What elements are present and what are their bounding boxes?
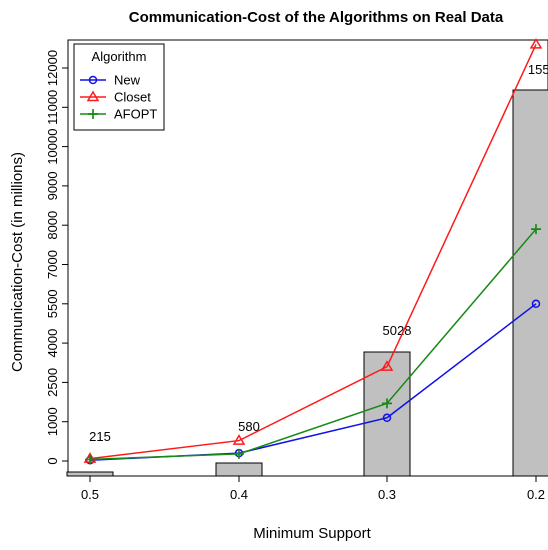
y-tick-label: 7000 bbox=[45, 250, 60, 279]
bar-value-label: 15506 bbox=[528, 62, 548, 77]
series-closet bbox=[83, 37, 543, 463]
y-tick-label: 5500 bbox=[45, 289, 60, 318]
y-tick-label: 11000 bbox=[45, 90, 60, 125]
legend-label: Closet bbox=[114, 90, 151, 105]
y-tick-label: 12000 bbox=[45, 50, 60, 86]
legend-item-new: New bbox=[80, 73, 141, 88]
y-axis-label: Communication-Cost (in millions) bbox=[9, 152, 26, 372]
data-point-closet bbox=[232, 434, 246, 445]
bar-labels-layer: 215 580 5028 15506 bbox=[89, 62, 548, 444]
data-point-afopt bbox=[85, 454, 95, 465]
x-tick-label: 0.3 bbox=[378, 487, 396, 502]
plot-frame bbox=[67, 39, 548, 477]
x-axis: 0.5 0.4 0.3 0.2 bbox=[81, 476, 545, 502]
bar bbox=[66, 471, 114, 477]
legend-item-closet: Closet bbox=[80, 90, 151, 105]
series-line-new bbox=[89, 303, 537, 461]
y-tick-label: 10000 bbox=[45, 129, 60, 165]
y-tick-label: 4000 bbox=[45, 329, 60, 358]
legend-label: New bbox=[114, 73, 141, 88]
y-tick-label: 8000 bbox=[45, 211, 60, 240]
bar bbox=[512, 89, 548, 477]
legend-label: AFOPT bbox=[114, 107, 157, 122]
legend-items: New Closet AFOPT bbox=[80, 73, 157, 122]
legend-item-afopt: AFOPT bbox=[80, 107, 157, 122]
data-point-afopt bbox=[531, 224, 541, 235]
x-tick-label: 0.4 bbox=[230, 487, 248, 502]
series-line-afopt bbox=[89, 228, 537, 461]
bar-value-label: 580 bbox=[238, 419, 260, 434]
x-tick-label: 0.2 bbox=[527, 487, 545, 502]
y-tick-label: 9000 bbox=[45, 171, 60, 200]
data-point-new bbox=[531, 299, 541, 309]
lines-layer bbox=[83, 37, 543, 465]
legend-marker bbox=[88, 75, 98, 85]
legend-title: Algorithm bbox=[92, 49, 147, 64]
y-axis: 0 1000 2500 4000 5500 7000 8000 9000 10000 11000 1… bbox=[45, 50, 68, 465]
series-afopt bbox=[85, 224, 541, 465]
data-point-closet bbox=[380, 360, 394, 371]
data-point-afopt bbox=[234, 448, 244, 459]
data-point-new bbox=[382, 413, 392, 423]
series-new bbox=[85, 299, 541, 465]
bar-value-label: 215 bbox=[89, 429, 111, 444]
bar bbox=[215, 462, 263, 477]
bars-layer bbox=[66, 89, 548, 477]
y-tick-label: 0 bbox=[45, 457, 60, 464]
data-point-closet bbox=[529, 37, 543, 49]
chart-title: Communication-Cost of the Algorithms on … bbox=[129, 9, 504, 26]
data-point-afopt bbox=[382, 398, 392, 409]
bar-value-label: 5028 bbox=[383, 323, 412, 338]
legend-marker bbox=[86, 90, 100, 102]
y-tick-label: 1000 bbox=[45, 407, 60, 436]
series-line-closet bbox=[89, 44, 537, 460]
y-tick-label: 2500 bbox=[45, 368, 60, 397]
legend-box bbox=[73, 43, 165, 131]
legend: Algorithm New Closet AFOPT bbox=[73, 43, 165, 131]
x-axis-label: Minimum Support bbox=[253, 525, 371, 542]
legend-marker bbox=[88, 109, 98, 119]
x-tick-label: 0.5 bbox=[81, 487, 99, 502]
